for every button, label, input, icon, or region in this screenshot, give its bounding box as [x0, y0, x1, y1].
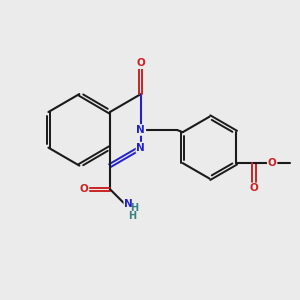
Text: O: O	[250, 183, 258, 194]
Text: O: O	[80, 184, 88, 194]
Text: N: N	[136, 142, 145, 153]
Text: O: O	[268, 158, 277, 168]
Text: H: H	[130, 203, 139, 213]
Text: N: N	[136, 125, 145, 135]
Text: O: O	[136, 58, 145, 68]
Text: H: H	[128, 211, 136, 221]
Text: N: N	[124, 199, 133, 208]
